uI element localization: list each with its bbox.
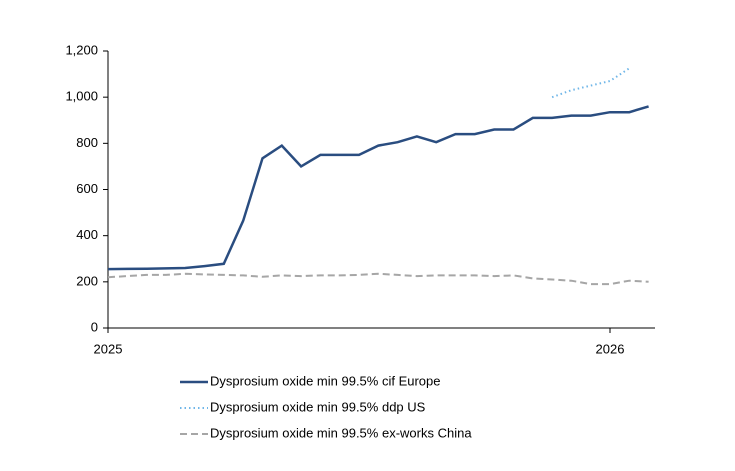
y-tick-label: 1,200 (65, 42, 98, 57)
legend-label: Dysprosium oxide min 99.5% cif Europe (210, 373, 441, 388)
legend-label: Dysprosium oxide min 99.5% ex-works Chin… (210, 425, 472, 440)
line-series (107, 105, 649, 271)
y-tick-label: 800 (76, 135, 98, 150)
legend-label: Dysprosium oxide min 99.5% ddp US (210, 399, 426, 414)
x-tick-label: 2026 (596, 341, 625, 356)
y-tick-label: 0 (91, 319, 98, 334)
x-tick-label: 2025 (94, 341, 123, 356)
y-tick-label: 200 (76, 273, 98, 288)
y-tick-label: 1,000 (65, 89, 98, 104)
y-tick-label: 600 (76, 181, 98, 196)
line-series (107, 272, 649, 286)
line-series (551, 67, 630, 99)
y-tick-label: 400 (76, 227, 98, 242)
